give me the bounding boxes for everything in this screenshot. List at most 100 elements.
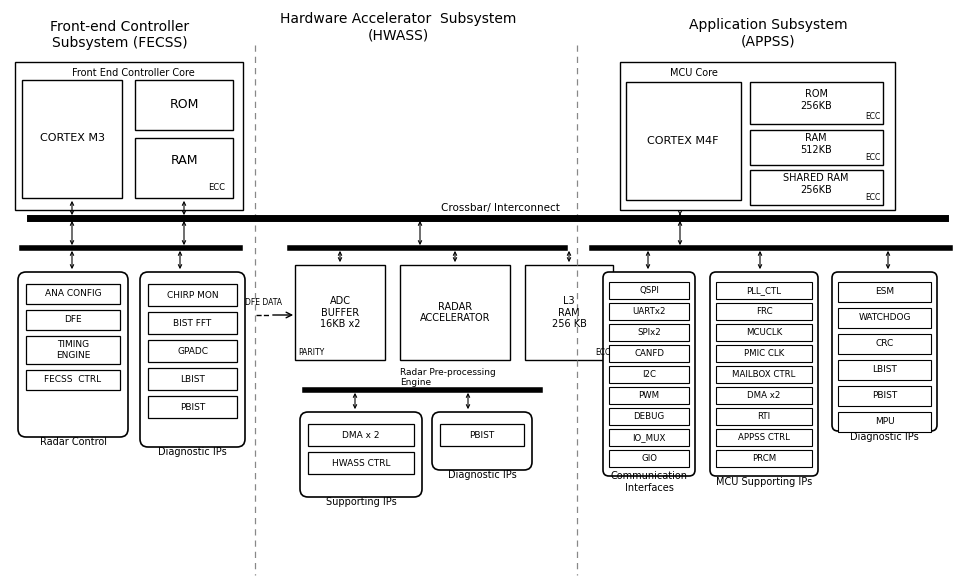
Text: WATCHDOG: WATCHDOG bbox=[859, 314, 911, 322]
Bar bbox=[440, 424, 524, 446]
Text: TIMING
ENGINE: TIMING ENGINE bbox=[55, 340, 90, 360]
Bar bbox=[148, 368, 237, 390]
Text: PBIST: PBIST bbox=[180, 402, 205, 411]
Text: Diagnostic IPs: Diagnostic IPs bbox=[159, 447, 227, 457]
Text: RAM: RAM bbox=[170, 153, 198, 167]
Text: Supporting IPs: Supporting IPs bbox=[326, 497, 396, 507]
Text: ECC: ECC bbox=[208, 183, 225, 192]
Text: CRC: CRC bbox=[876, 339, 894, 349]
Bar bbox=[716, 387, 812, 404]
Bar bbox=[308, 424, 414, 446]
Text: PRCM: PRCM bbox=[752, 454, 776, 463]
Text: PARITY: PARITY bbox=[298, 348, 325, 357]
Text: Diagnostic IPs: Diagnostic IPs bbox=[448, 470, 517, 480]
Text: MCU Supporting IPs: MCU Supporting IPs bbox=[716, 477, 812, 487]
Bar bbox=[609, 408, 689, 425]
Bar bbox=[609, 366, 689, 383]
Bar bbox=[609, 282, 689, 299]
Text: L3
RAM
256 KB: L3 RAM 256 KB bbox=[552, 296, 586, 329]
Text: GIO: GIO bbox=[641, 454, 657, 463]
Text: ECC: ECC bbox=[864, 193, 880, 202]
Text: DEBUG: DEBUG bbox=[633, 412, 665, 421]
Text: PLL_CTL: PLL_CTL bbox=[747, 286, 781, 295]
Text: CHIRP MON: CHIRP MON bbox=[167, 291, 219, 300]
Bar bbox=[716, 450, 812, 467]
Bar bbox=[15, 62, 243, 210]
Bar bbox=[609, 303, 689, 320]
Bar bbox=[609, 429, 689, 446]
Text: APPSS CTRL: APPSS CTRL bbox=[738, 433, 790, 442]
Bar bbox=[26, 370, 120, 390]
FancyBboxPatch shape bbox=[432, 412, 532, 470]
Bar bbox=[716, 282, 812, 299]
FancyBboxPatch shape bbox=[140, 272, 245, 447]
Text: SHARED RAM
256KB: SHARED RAM 256KB bbox=[783, 173, 849, 195]
Text: MCU Core: MCU Core bbox=[670, 68, 718, 78]
Text: GPADC: GPADC bbox=[177, 346, 208, 356]
Text: CANFD: CANFD bbox=[634, 349, 664, 358]
Text: LBIST: LBIST bbox=[872, 366, 897, 374]
Text: DMA x2: DMA x2 bbox=[748, 391, 780, 400]
Text: Crossbar/ Interconnect: Crossbar/ Interconnect bbox=[440, 203, 560, 213]
Bar bbox=[838, 282, 931, 302]
Text: Application Subsystem
(APPSS): Application Subsystem (APPSS) bbox=[689, 18, 847, 48]
Text: HWASS CTRL: HWASS CTRL bbox=[331, 459, 391, 467]
Text: Diagnostic IPs: Diagnostic IPs bbox=[850, 432, 919, 442]
Bar bbox=[626, 82, 741, 200]
FancyBboxPatch shape bbox=[603, 272, 695, 476]
Bar bbox=[609, 450, 689, 467]
Bar bbox=[295, 265, 385, 360]
Text: Radar Pre-processing
Engine: Radar Pre-processing Engine bbox=[400, 368, 496, 387]
Text: BIST FFT: BIST FFT bbox=[174, 318, 212, 328]
Bar bbox=[716, 324, 812, 341]
Text: CORTEX M3: CORTEX M3 bbox=[39, 133, 104, 143]
Bar bbox=[400, 265, 510, 360]
Text: RTI: RTI bbox=[757, 412, 771, 421]
Bar bbox=[716, 303, 812, 320]
Bar bbox=[308, 452, 414, 474]
Bar bbox=[750, 130, 883, 165]
Text: RAM
512KB: RAM 512KB bbox=[800, 133, 832, 155]
Text: I2C: I2C bbox=[642, 370, 656, 379]
Bar bbox=[838, 360, 931, 380]
Bar bbox=[750, 170, 883, 205]
Text: ROM
256KB: ROM 256KB bbox=[800, 89, 832, 111]
Text: ESM: ESM bbox=[875, 287, 894, 297]
Text: Communication
Interfaces: Communication Interfaces bbox=[610, 471, 688, 493]
Text: ADC
BUFFER
16KB x2: ADC BUFFER 16KB x2 bbox=[320, 296, 360, 329]
Text: PBIST: PBIST bbox=[872, 391, 897, 401]
Text: FECSS  CTRL: FECSS CTRL bbox=[45, 376, 101, 384]
Text: SPIx2: SPIx2 bbox=[637, 328, 661, 337]
Text: ECC: ECC bbox=[864, 112, 880, 121]
Text: Front End Controller Core: Front End Controller Core bbox=[72, 68, 195, 78]
Text: UARTx2: UARTx2 bbox=[632, 307, 666, 316]
Bar bbox=[609, 345, 689, 362]
Bar bbox=[838, 386, 931, 406]
Text: RADAR
ACCELERATOR: RADAR ACCELERATOR bbox=[420, 302, 490, 324]
Bar bbox=[620, 62, 895, 210]
FancyBboxPatch shape bbox=[300, 412, 422, 497]
Text: IO_MUX: IO_MUX bbox=[632, 433, 666, 442]
Text: DMA x 2: DMA x 2 bbox=[342, 431, 380, 439]
Bar bbox=[838, 308, 931, 328]
FancyBboxPatch shape bbox=[832, 272, 937, 431]
Text: MAILBOX CTRL: MAILBOX CTRL bbox=[732, 370, 796, 379]
Bar bbox=[716, 429, 812, 446]
Bar bbox=[26, 336, 120, 364]
Bar bbox=[148, 396, 237, 418]
Bar bbox=[148, 340, 237, 362]
Text: PBIST: PBIST bbox=[469, 431, 495, 439]
Bar bbox=[609, 387, 689, 404]
Bar bbox=[22, 80, 122, 198]
Text: ROM: ROM bbox=[169, 98, 199, 112]
Bar bbox=[135, 80, 233, 130]
Bar bbox=[148, 284, 237, 306]
FancyBboxPatch shape bbox=[18, 272, 128, 437]
Text: PMIC CLK: PMIC CLK bbox=[744, 349, 784, 358]
Text: Front-end Controller
Subsystem (FECSS): Front-end Controller Subsystem (FECSS) bbox=[51, 20, 189, 50]
Text: ECC: ECC bbox=[864, 153, 880, 162]
Text: Radar Control: Radar Control bbox=[39, 437, 107, 447]
FancyBboxPatch shape bbox=[710, 272, 818, 476]
Text: CORTEX M4F: CORTEX M4F bbox=[647, 136, 719, 146]
Text: MCUCLK: MCUCLK bbox=[746, 328, 782, 337]
